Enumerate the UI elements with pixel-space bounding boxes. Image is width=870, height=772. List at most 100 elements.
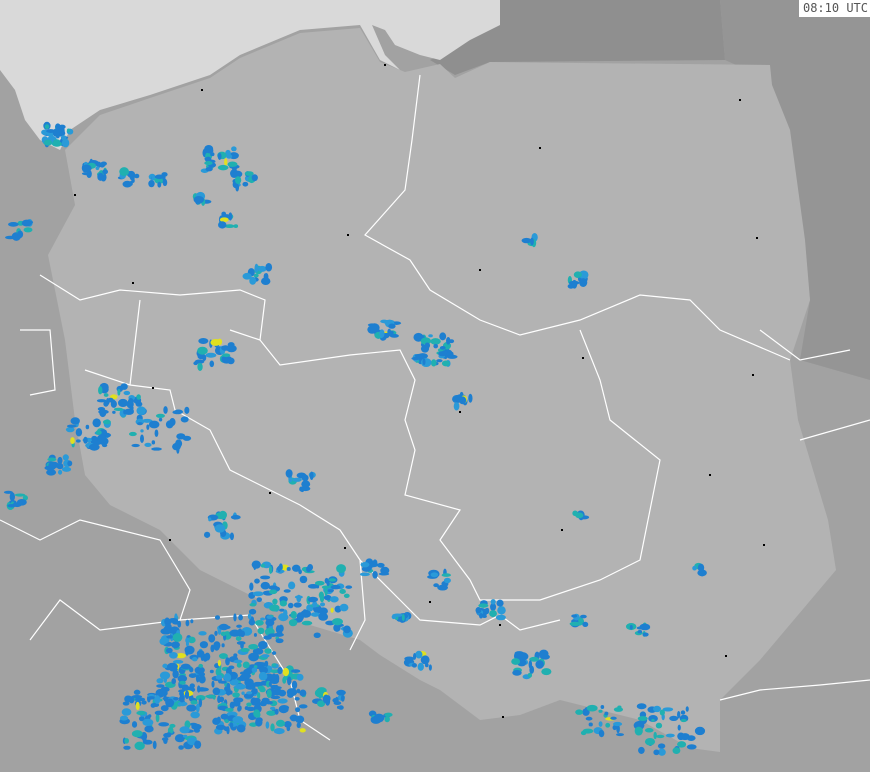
- radar-echo: [162, 174, 166, 181]
- radar-echo: [598, 729, 605, 738]
- radar-echo: [248, 643, 259, 650]
- radar-echo: [307, 583, 319, 589]
- radar-echo: [529, 665, 535, 674]
- radar-echo: [98, 386, 103, 395]
- radar-echo: [327, 589, 334, 593]
- radar-echo: [144, 442, 152, 447]
- radar-echo: [241, 691, 245, 695]
- radar-echo: [43, 139, 53, 146]
- radar-echo: [330, 607, 334, 613]
- radar-echo: [233, 659, 243, 664]
- radar-echo: [211, 680, 215, 688]
- radar-echo: [174, 734, 185, 743]
- radar-echo: [117, 388, 121, 396]
- radar-echo: [580, 614, 587, 619]
- radar-echo: [258, 671, 268, 681]
- radar-echo: [190, 711, 200, 719]
- radar-echo: [141, 700, 147, 705]
- radar-echo: [653, 731, 657, 740]
- radar-echo: [246, 706, 255, 712]
- radar-echo: [113, 407, 124, 411]
- radar-echo: [252, 591, 264, 597]
- radar-echo: [22, 220, 34, 225]
- radar-echo: [322, 694, 330, 704]
- radar-echo: [217, 659, 222, 667]
- radar-echo: [229, 629, 241, 637]
- radar-echo: [117, 398, 128, 408]
- radar-echo: [343, 593, 350, 598]
- radar-echo: [244, 171, 254, 176]
- radar-echo: [260, 563, 266, 568]
- radar-echo: [102, 169, 108, 175]
- radar-echo: [172, 669, 179, 679]
- radar-echo: [273, 728, 285, 735]
- radar-echo: [123, 408, 134, 415]
- radar-echo: [517, 652, 529, 661]
- radar-echo: [152, 740, 157, 750]
- radar-echo: [613, 707, 624, 712]
- radar-echo: [441, 573, 451, 577]
- radar-echo: [569, 621, 581, 626]
- radar-echo: [151, 447, 162, 451]
- radar-echo: [441, 360, 450, 367]
- radar-echo: [296, 722, 301, 729]
- radar-echo: [479, 613, 483, 619]
- radar-echo: [198, 675, 206, 684]
- radar-echo: [123, 745, 131, 750]
- radar-echo: [527, 672, 533, 678]
- radar-echo: [336, 689, 346, 696]
- radar-echo: [158, 722, 170, 727]
- radar-echo: [291, 564, 301, 572]
- radar-echo: [138, 716, 145, 722]
- radar-echo: [424, 663, 429, 668]
- radar-echo: [204, 156, 212, 162]
- radar-echo: [651, 718, 655, 722]
- radar-echo: [124, 738, 129, 744]
- radar-echo: [70, 437, 75, 444]
- radar-echo: [567, 283, 575, 289]
- city-marker: [384, 64, 386, 66]
- radar-echo: [88, 443, 100, 451]
- radar-echo: [387, 328, 392, 337]
- radar-echo: [202, 354, 207, 361]
- radar-echo: [266, 615, 273, 620]
- radar-echo: [573, 271, 582, 279]
- radar-echo: [218, 221, 227, 229]
- radar-echo: [167, 662, 178, 671]
- radar-echo: [198, 337, 209, 344]
- radar-echo: [275, 638, 284, 644]
- radar-echo: [70, 417, 80, 425]
- timestamp-label: 08:10 UTC: [798, 0, 870, 17]
- radar-echo: [339, 603, 349, 612]
- radar-echo: [103, 401, 109, 407]
- radar-echo: [191, 657, 198, 662]
- radar-echo: [151, 440, 156, 445]
- radar-echo: [176, 433, 186, 440]
- radar-echo: [293, 602, 302, 608]
- radar-echo: [252, 681, 264, 687]
- radar-echo: [195, 694, 206, 701]
- radar-echo: [131, 721, 138, 728]
- radar-echo: [535, 660, 544, 669]
- radar-echo: [47, 457, 57, 462]
- radar-echo: [97, 172, 104, 181]
- radar-echo: [150, 703, 156, 708]
- radar-echo: [203, 531, 211, 538]
- radar-echo: [656, 734, 665, 739]
- radar-echo: [231, 146, 237, 152]
- city-marker: [763, 544, 765, 546]
- radar-echo: [246, 691, 253, 695]
- radar-echo: [568, 280, 580, 285]
- radar-echo: [238, 614, 243, 621]
- radar-echo: [172, 620, 181, 625]
- radar-echo: [339, 588, 346, 595]
- radar-echo: [157, 181, 162, 188]
- radar-echo: [217, 152, 222, 160]
- radar-echo: [57, 456, 63, 465]
- radar-echo: [123, 390, 131, 396]
- radar-echo: [197, 362, 203, 371]
- radar-echo: [119, 167, 130, 177]
- radar-echo: [195, 703, 200, 713]
- radar-echo: [221, 643, 225, 648]
